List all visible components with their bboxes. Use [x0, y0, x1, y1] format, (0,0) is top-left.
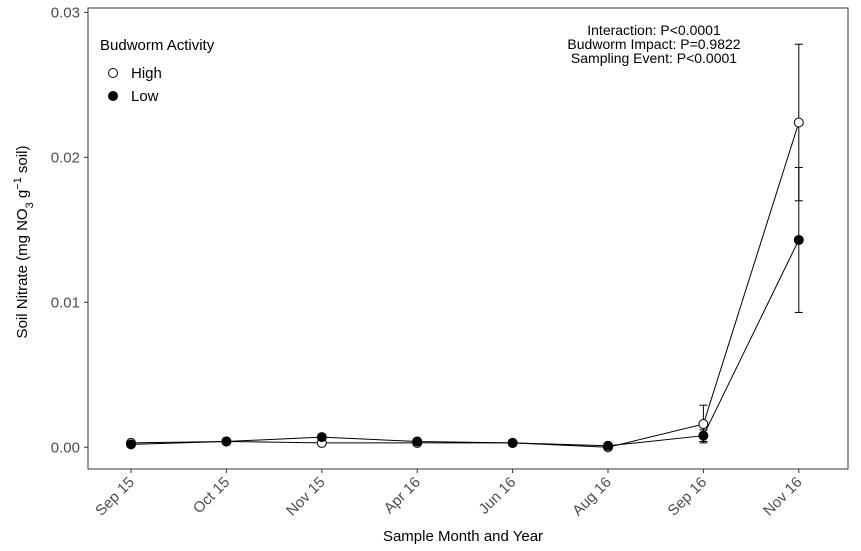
y-tick-label-0: 0.00 [51, 439, 80, 456]
legend-high-label: High [131, 65, 162, 82]
legend: Budworm Activity High Low [100, 37, 215, 105]
x-tick-label-1: Oct 15 [190, 474, 233, 517]
point-low-5 [603, 440, 613, 451]
annotation-interaction: Interaction: P<0.0001 [587, 22, 721, 38]
plot-panel [87, 7, 849, 470]
point-low-4 [507, 437, 518, 448]
x-axis-title: Sample Month and Year [383, 528, 543, 545]
point-low-3 [412, 436, 423, 447]
series-line-high [130, 122, 800, 448]
x-tick-label-5: Aug 16 [569, 474, 615, 520]
point-low-6 [698, 430, 709, 441]
x-tick-label-6: Sep 16 [665, 474, 711, 520]
y-tick-label-2: 0.02 [51, 149, 80, 166]
x-tick-label-7: Nov 16 [760, 474, 806, 520]
y-axis-title: Soil Nitrate (mg NO3 g−1 soil) [12, 146, 36, 339]
point-low-1 [221, 436, 232, 447]
x-tick-label-3: Apr 16 [381, 474, 424, 517]
point-low-7 [793, 234, 804, 245]
legend-high-marker [108, 68, 118, 78]
series-line-low [130, 239, 800, 447]
x-tick-label-0: Sep 15 [92, 474, 138, 520]
point-high-7 [793, 117, 804, 128]
y-tick-label-1: 0.01 [51, 294, 80, 311]
annotation-sampling-event: Sampling Event: P<0.0001 [571, 50, 737, 66]
x-tick-label-4: Jun 16 [476, 474, 520, 518]
y-tick-label-3: 0.03 [51, 4, 80, 21]
legend-low-label: Low [131, 88, 159, 105]
y-axis: 0.00 0.01 0.02 0.03 [51, 4, 88, 456]
legend-low-marker [108, 91, 118, 101]
annotation-budworm-impact: Budworm Impact: P=0.9822 [567, 36, 740, 52]
legend-title: Budworm Activity [100, 37, 215, 54]
x-axis: Sep 15 Oct 15 Nov 15 Apr 16 Jun 16 Aug 16 Sep … [92, 469, 806, 520]
x-tick-label-2: Nov 15 [283, 474, 329, 520]
series-layer [126, 43, 804, 453]
stats-annotation: Interaction: P<0.0001 Budworm Impact: P=… [567, 22, 740, 66]
point-high-6 [698, 419, 709, 430]
point-low-2 [316, 432, 327, 443]
point-low-0 [126, 439, 136, 450]
